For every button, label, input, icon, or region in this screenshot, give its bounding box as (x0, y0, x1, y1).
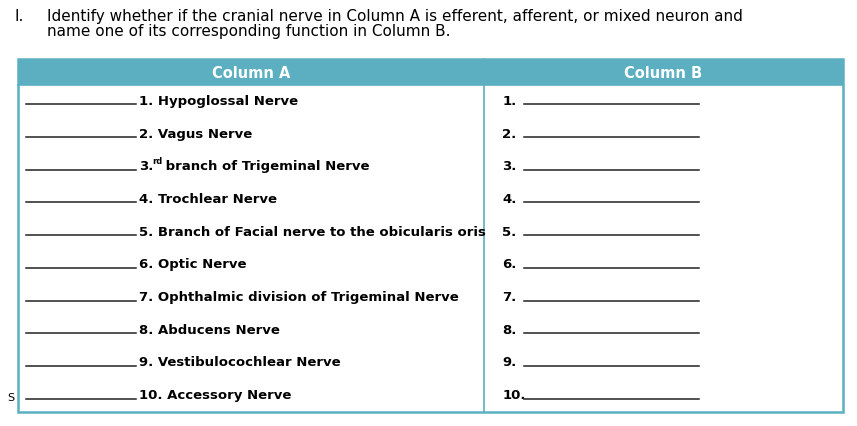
Text: Column B: Column B (625, 65, 703, 81)
Text: I.: I. (15, 9, 24, 24)
Text: 10.: 10. (502, 388, 525, 401)
Text: name one of its corresponding function in Column B.: name one of its corresponding function i… (47, 24, 451, 39)
Text: 5.: 5. (502, 225, 517, 238)
Text: 9. Vestibulocochlear Nerve: 9. Vestibulocochlear Nerve (139, 356, 340, 368)
Text: 3.: 3. (139, 160, 153, 173)
Text: 8. Abducens Nerve: 8. Abducens Nerve (139, 323, 280, 336)
Text: 1.: 1. (502, 95, 517, 108)
Text: 3.: 3. (502, 160, 517, 173)
Text: 4. Trochlear Nerve: 4. Trochlear Nerve (139, 193, 277, 205)
Text: branch of Trigeminal Nerve: branch of Trigeminal Nerve (161, 160, 369, 173)
Text: 6. Optic Nerve: 6. Optic Nerve (139, 258, 247, 271)
Bar (18, 60, 843, 412)
Text: 4.: 4. (502, 193, 517, 205)
Text: 10. Accessory Nerve: 10. Accessory Nerve (139, 388, 291, 401)
Text: 1. Hypoglossal Nerve: 1. Hypoglossal Nerve (139, 95, 298, 108)
Text: 9.: 9. (502, 356, 517, 368)
Text: S: S (7, 392, 14, 402)
Text: rd: rd (152, 157, 162, 166)
Text: 7. Ophthalmic division of Trigeminal Nerve: 7. Ophthalmic division of Trigeminal Ner… (139, 291, 458, 303)
Text: 7.: 7. (502, 291, 517, 303)
Text: 6.: 6. (502, 258, 517, 271)
Text: Identify whether if the cranial nerve in Column A is efferent, afferent, or mixe: Identify whether if the cranial nerve in… (47, 9, 743, 24)
Text: 2.: 2. (502, 127, 517, 140)
Text: 5. Branch of Facial nerve to the obicularis oris: 5. Branch of Facial nerve to the obicula… (139, 225, 486, 238)
Text: Column A: Column A (212, 65, 291, 81)
Bar (18, 60, 843, 86)
Text: 8.: 8. (502, 323, 517, 336)
Text: 2. Vagus Nerve: 2. Vagus Nerve (139, 127, 252, 140)
